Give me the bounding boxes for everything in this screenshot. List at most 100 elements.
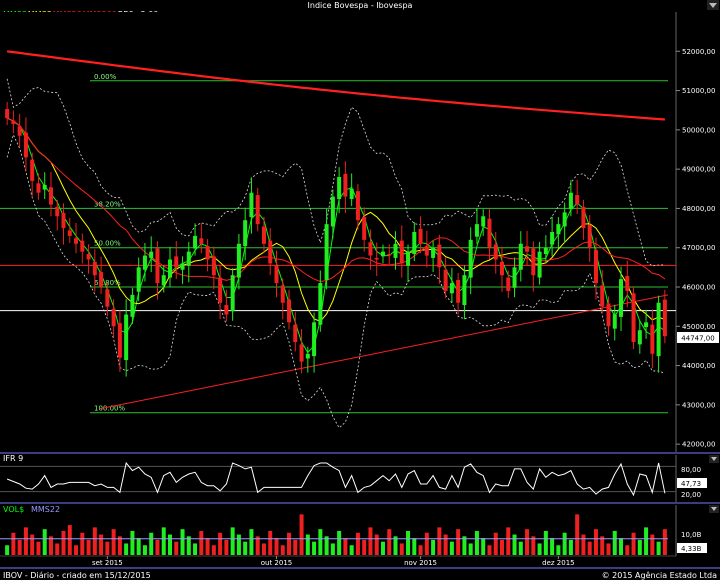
volume-bar (261, 543, 266, 555)
volume-bar (625, 545, 630, 555)
candle-body (518, 243, 523, 270)
candle-body (205, 246, 210, 260)
candle-body (424, 246, 429, 256)
chart-title: Indice Bovespa - Ibovespa (308, 1, 413, 10)
candle-body (343, 173, 348, 197)
fib-label-2: 50.00% (94, 240, 121, 248)
candle-body (199, 238, 204, 244)
mms200-line (6, 50, 665, 121)
candle-body (142, 255, 147, 270)
volume-bar (506, 527, 511, 555)
candle-body (136, 267, 141, 292)
current-price-label: 44747,00 (681, 335, 714, 343)
fib-label-1: 38.20% (94, 200, 121, 208)
mms8-line (6, 117, 666, 322)
candle-body (74, 238, 79, 244)
candle-body (437, 244, 442, 268)
candle-body (312, 322, 317, 357)
candle-body (80, 240, 85, 252)
volume-bar (493, 532, 498, 555)
volume-bar (205, 538, 210, 555)
candle-body (274, 265, 279, 284)
candle-body (167, 259, 173, 278)
candle-body (593, 250, 598, 284)
volume-bar (337, 530, 342, 555)
volume-bar (499, 539, 505, 555)
candle-body (236, 243, 241, 278)
candle-body (318, 283, 323, 325)
volume-bar (330, 543, 335, 555)
price-tick-9: 43000,00 (682, 401, 715, 409)
candle-body (180, 263, 185, 270)
volume-bar (236, 534, 241, 555)
candle-body (243, 220, 248, 247)
volume-close-icon[interactable] (709, 505, 719, 513)
volume-bar (255, 536, 260, 555)
volume-bar (399, 543, 404, 555)
mms3-line (6, 117, 666, 354)
volume-bar (17, 539, 22, 555)
volume-bar (631, 532, 636, 555)
volume-bar (61, 530, 66, 555)
volume-bar (318, 529, 323, 555)
volume-bar (74, 545, 79, 555)
volume-bar (268, 530, 273, 555)
scroll-down-icon[interactable] (707, 0, 719, 10)
volume-bar (374, 534, 379, 555)
volume-bar (387, 529, 392, 555)
candle-body (99, 272, 104, 287)
volume-bar (312, 541, 317, 555)
rsi-line (6, 461, 666, 497)
volume-bar (462, 536, 467, 555)
volume-bar (525, 529, 530, 555)
candle-body (431, 247, 436, 258)
volume-bar (380, 541, 385, 555)
candles-group (5, 101, 667, 377)
candle-body (374, 257, 379, 260)
date-axis: set 2015 out 2015 nov 2015 dez 2015 (92, 556, 575, 567)
volume-bar (130, 530, 135, 555)
volume-bar (161, 527, 166, 555)
volume-bar (23, 527, 28, 555)
price-tick-1: 51000,00 (682, 87, 715, 95)
volume-bar (155, 539, 160, 555)
volume-bar (393, 536, 398, 555)
volume-bar (249, 529, 254, 555)
mms20-line (6, 117, 666, 283)
candle-body (550, 232, 555, 245)
candle-body (637, 330, 642, 345)
volume-bar (424, 532, 429, 555)
volume-bar (587, 541, 592, 555)
candle-body (117, 323, 122, 358)
candle-body (537, 251, 542, 278)
rsi-current-label: 47,73 (681, 480, 701, 488)
candle-body (418, 228, 423, 244)
candle-body (324, 224, 329, 280)
candle-body (280, 285, 285, 303)
candle-body (380, 251, 385, 257)
rsi-line-group (0, 461, 676, 497)
candle-body (462, 275, 467, 306)
candle-body (493, 244, 498, 260)
volume-bar (662, 529, 667, 555)
volume-bar (487, 545, 492, 555)
volume-bar (556, 545, 561, 555)
volume-bar (287, 532, 292, 555)
volume-bar (230, 527, 235, 555)
volume-axis: 10,0B 4,33B (677, 531, 707, 553)
candle-body (575, 195, 580, 205)
volume-bar (644, 527, 649, 555)
candle-body (631, 293, 636, 342)
rsi-close-icon[interactable] (709, 455, 719, 463)
candle-body (193, 235, 198, 249)
candle-body (349, 188, 354, 199)
volume-bar (619, 538, 624, 555)
candle-body (362, 217, 367, 240)
candle-body (61, 213, 66, 229)
volume-bar (474, 530, 479, 555)
candle-body (387, 254, 392, 256)
bb-upper-band (6, 78, 665, 267)
volume-bar (124, 543, 129, 555)
candle-body (662, 299, 667, 337)
